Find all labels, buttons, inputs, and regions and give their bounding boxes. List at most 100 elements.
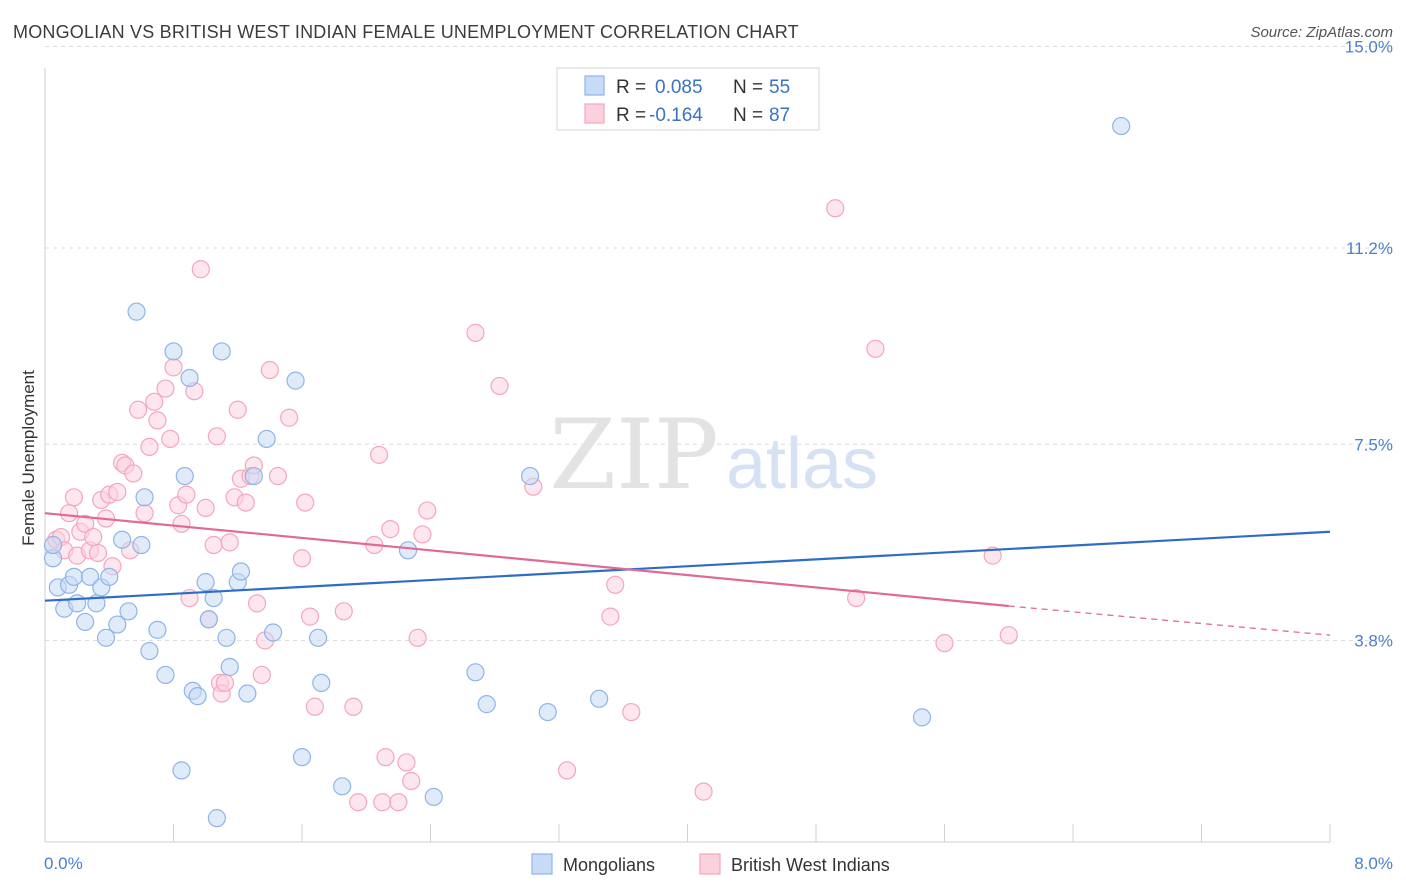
- point-british-west-indians-52: [260, 360, 279, 380]
- point-british-west-indians-46: [236, 493, 255, 512]
- point-mongolians-40: [263, 623, 283, 642]
- point-mongolians-33: [217, 628, 236, 647]
- point-mongolians-50: [520, 466, 540, 486]
- point-british-west-indians-56: [296, 493, 315, 512]
- point-mongolians-46: [398, 541, 418, 560]
- legend-r-label-1: R =: [616, 77, 646, 98]
- point-british-west-indians-82: [847, 588, 866, 608]
- point-british-west-indians-55: [292, 549, 312, 568]
- point-mongolians-34: [220, 657, 239, 677]
- point-british-west-indians-54: [280, 408, 299, 427]
- point-mongolians-43: [308, 628, 328, 647]
- point-british-west-indians-20: [124, 464, 143, 483]
- y-axis-label: Female Unemployment: [19, 370, 38, 546]
- point-british-west-indians-25: [148, 411, 167, 430]
- series-british-west-indians-points: [43, 199, 1018, 812]
- point-mongolians-47: [424, 787, 443, 807]
- point-mongolians-28: [196, 573, 215, 592]
- legend-swatch-british-west-indians: [584, 103, 605, 124]
- point-british-west-indians-79: [622, 702, 641, 722]
- legend-n-label-2: N =: [733, 105, 763, 126]
- point-mongolians-18: [135, 488, 154, 507]
- point-mongolians-31: [207, 809, 226, 828]
- point-british-west-indians-61: [349, 793, 368, 812]
- point-british-west-indians-78: [606, 575, 625, 594]
- point-mongolians-23: [172, 761, 191, 780]
- point-british-west-indians-30: [172, 514, 191, 533]
- point-british-west-indians-24: [145, 392, 164, 411]
- point-mongolians-24: [175, 466, 194, 486]
- point-british-west-indians-80: [694, 782, 713, 801]
- point-mongolians-51: [538, 702, 557, 722]
- point-british-west-indians-68: [397, 753, 416, 772]
- bottom-legend-label-british-west-indians: British West Indians: [731, 855, 890, 875]
- point-british-west-indians-84: [935, 634, 954, 653]
- point-british-west-indians-71: [413, 525, 432, 544]
- point-british-west-indians-41: [215, 673, 234, 693]
- point-mongolians-14: [112, 530, 132, 549]
- point-mongolians-15: [119, 602, 138, 621]
- point-british-west-indians-69: [402, 771, 421, 791]
- point-mongolians-38: [244, 466, 263, 486]
- point-british-west-indians-85: [983, 546, 1002, 565]
- watermark: ZIP atlas: [549, 399, 878, 511]
- point-mongolians-16: [127, 302, 146, 321]
- point-british-west-indians-10: [84, 527, 103, 547]
- point-british-west-indians-34: [191, 260, 210, 279]
- point-british-west-indians-11: [88, 543, 108, 563]
- point-british-west-indians-70: [408, 628, 427, 647]
- legend-n-value-1: 55: [769, 77, 790, 98]
- legend-r-value-1: 0.085: [655, 77, 703, 98]
- point-british-west-indians-58: [305, 697, 324, 716]
- point-british-west-indians-60: [344, 697, 363, 716]
- point-british-west-indians-77: [601, 607, 620, 626]
- legend-box: R = 0.085 N = 55 R = -0.164 N = 87: [556, 67, 820, 131]
- point-british-west-indians-26: [156, 379, 175, 398]
- point-mongolians-17: [132, 535, 151, 555]
- point-mongolians-12: [100, 567, 119, 586]
- point-british-west-indians-81: [826, 199, 845, 218]
- y-tick-label-3: 3.8%: [1354, 631, 1393, 650]
- point-british-west-indians-4: [59, 504, 79, 523]
- point-british-west-indians-72: [418, 501, 437, 520]
- point-british-west-indians-74: [490, 376, 509, 396]
- point-mongolians-5: [64, 567, 84, 586]
- point-mongolians-44: [312, 673, 331, 693]
- point-british-west-indians-59: [334, 602, 353, 621]
- point-british-west-indians-35: [196, 498, 215, 517]
- point-british-west-indians-21: [129, 400, 148, 419]
- point-british-west-indians-28: [164, 358, 183, 377]
- source-credit: Source: ZipAtlas.com: [1250, 24, 1393, 41]
- x-tick-right: 8.0%: [1354, 854, 1393, 873]
- point-british-west-indians-42: [220, 533, 239, 552]
- point-british-west-indians-76: [557, 761, 577, 780]
- point-british-west-indians-53: [268, 466, 288, 486]
- point-mongolians-8: [80, 567, 100, 586]
- point-british-west-indians-44: [228, 400, 247, 419]
- watermark-zip: ZIP: [549, 399, 718, 511]
- x-tick-left: 0.0%: [44, 854, 83, 873]
- point-mongolians-30: [204, 588, 223, 608]
- point-mongolians-54: [1112, 116, 1131, 136]
- trend-line-dashed-1: [1008, 605, 1331, 636]
- point-british-west-indians-63: [370, 445, 389, 464]
- point-mongolians-22: [164, 342, 183, 361]
- point-british-west-indians-73: [466, 323, 485, 342]
- point-mongolians-13: [108, 615, 127, 634]
- point-mongolians-19: [140, 641, 159, 661]
- watermark-atlas: atlas: [726, 424, 878, 504]
- bottom-legend-swatch-british-west-indians: [699, 853, 721, 875]
- bottom-legend-label-mongolians: Mongolians: [563, 855, 655, 875]
- y-tick-labels: 15.0% 11.2% 7.5% 3.8%: [1345, 38, 1393, 651]
- point-british-west-indians-66: [381, 520, 400, 539]
- point-mongolians-29: [199, 610, 218, 629]
- point-british-west-indians-57: [300, 607, 320, 626]
- point-british-west-indians-49: [247, 594, 267, 613]
- legend-r-label-2: R =: [616, 105, 646, 126]
- point-mongolians-39: [257, 429, 276, 449]
- y-tick-label-0: 15.0%: [1345, 38, 1393, 57]
- point-british-west-indians-67: [389, 793, 408, 812]
- point-mongolians-48: [466, 663, 485, 682]
- legend-swatch-mongolians: [584, 75, 605, 96]
- point-british-west-indians-38: [207, 427, 226, 446]
